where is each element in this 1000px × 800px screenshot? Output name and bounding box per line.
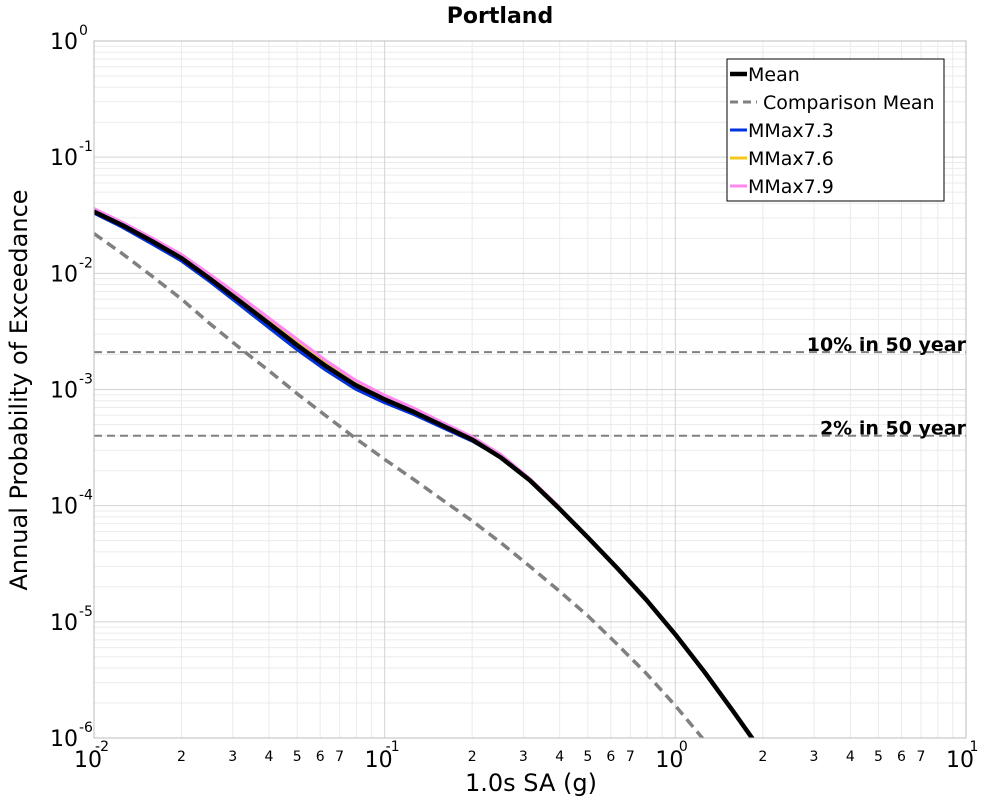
x-tick-exponent: -2 [95,739,109,755]
x-minor-tick-label: 3 [519,749,528,765]
y-axis-label: Annual Probability of Exceedance [5,189,33,590]
y-tick-exponent: -6 [79,720,93,736]
x-minor-tick-label: 2 [468,749,477,765]
plot-frame [93,40,967,739]
y-tick-label: 10 [50,30,78,55]
x-minor-tick-label: 6 [897,749,906,765]
x-minor-tick-label: 4 [846,749,855,765]
y-tick-exponent: 0 [79,23,88,39]
reference-labels: 10% in 50 year 2% in 50 year [807,334,967,440]
x-tick-exponent: 0 [679,739,688,755]
x-minor-tick-label: 3 [810,749,819,765]
series-line-mmax7-9 [94,207,561,508]
series-line-mean [94,209,755,738]
y-tick-label: 10 [50,146,78,171]
legend-label: MMax7.6 [748,148,834,170]
y-tick-label: 10 [50,495,78,520]
y-tick-label: 10 [50,727,78,752]
x-minor-tick-label: 7 [626,749,635,765]
legend: Mean Comparison Mean MMax7.3 MMax7.6 MMax7.9 [726,58,945,202]
x-minor-tick-label: 3 [228,749,237,765]
x-tick-label: 10 [946,748,974,773]
x-minor-tick-label: 5 [583,749,592,765]
y-tick-label: 10 [50,611,78,636]
x-tick-label: 10 [655,748,683,773]
chart-title: Portland [447,4,553,29]
y-tick-exponent: -4 [79,488,93,504]
y-tick-exponent: -3 [79,372,93,388]
x-minor-tick-label: 7 [335,749,344,765]
series-layer [94,207,755,738]
x-minor-tick-label: 5 [874,749,883,765]
series-line-comparison-mean [94,232,705,738]
x-minor-tick-label: 5 [293,749,302,765]
x-minor-tick-label: 6 [316,749,325,765]
x-minor-tick-label: 2 [758,749,767,765]
legend-label: Comparison Mean [763,92,935,114]
x-tick-exponent: 1 [970,739,979,755]
y-tick-exponent: -1 [79,139,93,155]
x-minor-tick-label: 4 [265,749,274,765]
x-minor-tick-label: 6 [606,749,615,765]
x-minor-tick-label: 7 [917,749,926,765]
x-minor-tick-label: 4 [555,749,564,765]
x-tick-exponent: -1 [386,739,400,755]
legend-label: MMax7.3 [748,120,834,142]
x-tick-label: 10 [74,748,102,773]
y-tick-label: 10 [50,379,78,404]
reference-line-label: 2% in 50 year [820,418,967,440]
reference-line-label: 10% in 50 year [807,334,967,356]
x-tick-label: 10 [365,748,393,773]
y-tick-label: 10 [50,262,78,287]
reference-lines [94,351,966,437]
legend-box [726,58,945,202]
x-minor-tick-label: 2 [177,749,186,765]
y-tick-exponent: -5 [79,604,93,620]
plot-border [93,40,967,739]
x-axis-label: 1.0s SA (g) [465,769,597,797]
legend-label: Mean [748,64,800,86]
y-tick-exponent: -2 [79,255,93,271]
legend-label: MMax7.9 [748,176,834,198]
